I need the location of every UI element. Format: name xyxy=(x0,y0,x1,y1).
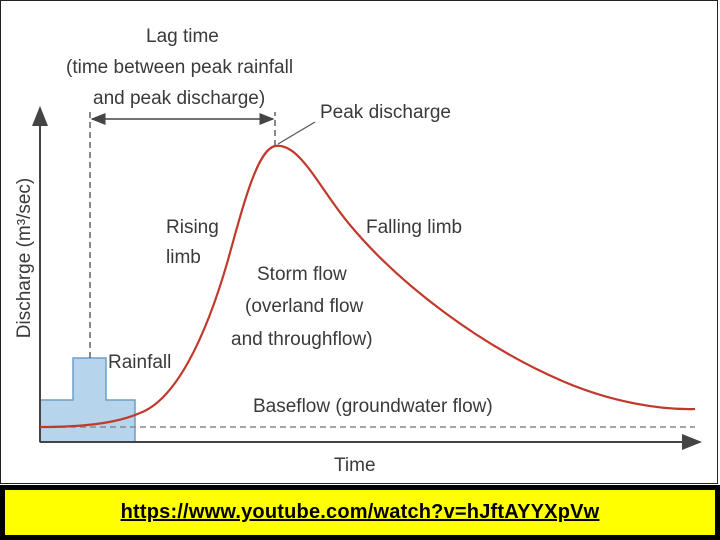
video-link[interactable]: https://www.youtube.com/watch?v=hJftAYYX… xyxy=(120,501,600,523)
x-axis-label: Time xyxy=(334,455,376,476)
storm-hydrograph-diagram: Discharge (m³/sec) Time Lag time (time b… xyxy=(14,26,702,476)
rainfall-label: Rainfall xyxy=(108,352,171,373)
caption-bar: https://www.youtube.com/watch?v=hJftAYYX… xyxy=(0,485,720,540)
storm-flow-label-line3: and throughflow) xyxy=(231,329,373,350)
storm-flow-label: Storm flow xyxy=(257,264,347,285)
storm-flow-label-line2: (overland flow xyxy=(245,296,364,317)
lag-time-label: Lag time xyxy=(146,26,219,47)
slide-frame xyxy=(0,0,718,484)
lag-time-label-line3: and peak discharge) xyxy=(93,88,265,109)
peak-discharge-label: Peak discharge xyxy=(320,102,451,123)
hydrograph-curve xyxy=(39,144,696,429)
peak-discharge-pointer xyxy=(277,121,316,145)
baseflow-label: Baseflow (groundwater flow) xyxy=(253,396,493,417)
rising-limb-label: Rising xyxy=(166,217,219,238)
falling-limb-label: Falling limb xyxy=(366,217,462,238)
y-axis-label: Discharge (m³/sec) xyxy=(14,178,35,338)
caption-box: https://www.youtube.com/watch?v=hJftAYYX… xyxy=(4,489,716,536)
rising-limb-label-line2: limb xyxy=(166,247,201,268)
lag-time-label-line2: (time between peak rainfall xyxy=(66,57,293,78)
